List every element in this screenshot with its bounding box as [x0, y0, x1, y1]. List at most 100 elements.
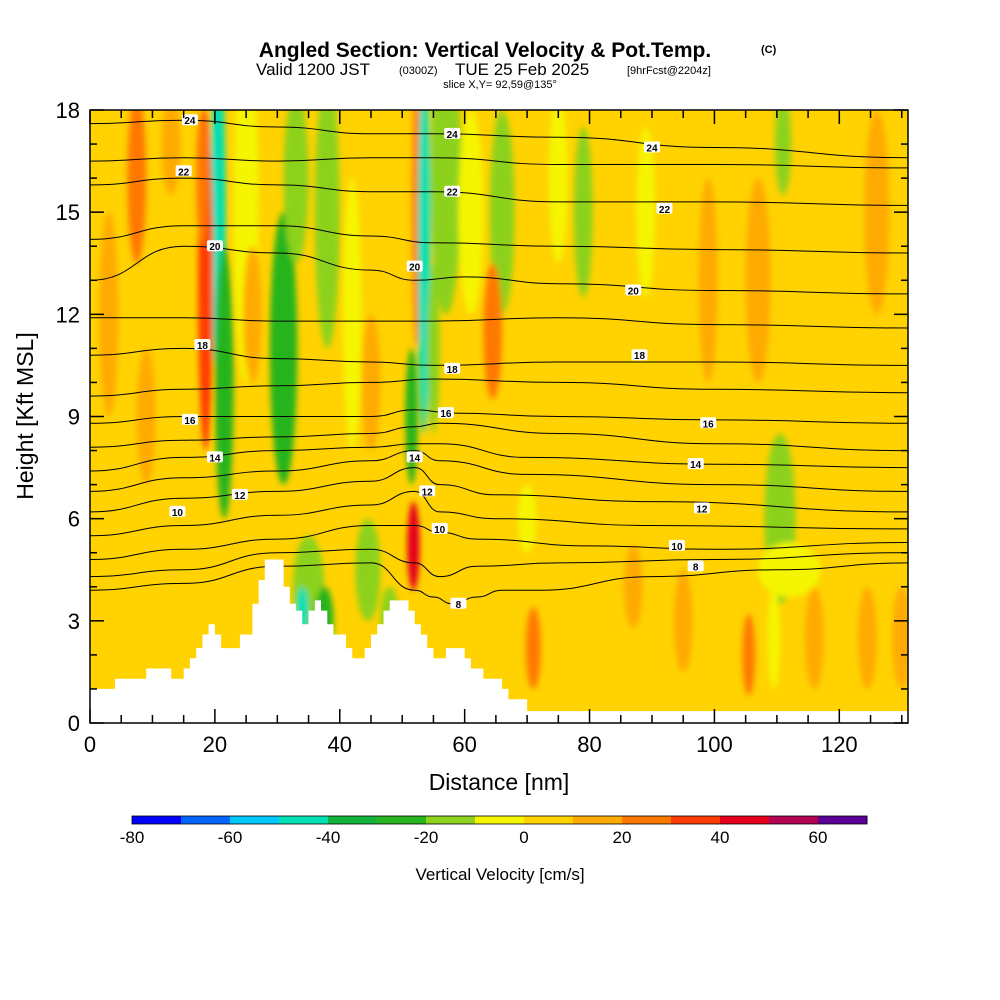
velocity-cell [355, 518, 381, 621]
contour-label-background [700, 417, 717, 429]
colorbar-tick-label: -20 [414, 828, 439, 847]
contour-label-text: 20 [409, 263, 421, 274]
colorbar-swatch [426, 816, 476, 824]
colorbar-swatch [720, 816, 770, 824]
contour-label: 14 [206, 451, 223, 464]
contour-label-background [444, 362, 461, 374]
x-tick-label: 120 [821, 732, 858, 757]
contour-label-text: 14 [409, 453, 421, 464]
velocity-cell [673, 569, 693, 672]
contour-label: 20 [625, 284, 642, 297]
contour-label: 8 [450, 597, 467, 611]
colorbar-swatch [279, 816, 329, 824]
velocity-cell [742, 614, 756, 696]
velocity-cell [342, 178, 362, 451]
colorbar-title: Vertical Velocity [cm/s] [415, 865, 584, 884]
contour-label-background [231, 488, 248, 500]
colorbar-tick-label: 60 [809, 828, 828, 847]
colorbar-tick-label: 40 [711, 828, 730, 847]
contour-label-background [625, 284, 642, 296]
isentrope-line [90, 548, 908, 578]
colorbar-tick-label: -40 [316, 828, 341, 847]
velocity-cell [127, 110, 147, 264]
velocity-cell [99, 212, 119, 417]
colorbar-swatch [377, 816, 427, 824]
velocity-cell [573, 127, 593, 298]
contour-label: 12 [419, 485, 436, 498]
contour-label-text: 10 [172, 508, 184, 519]
contour-labels: 8 8 10 10 10 12 12 12 14 14 14 16 16 16 18 18 18 20 20 20 22… [169, 114, 717, 611]
x-tick-label: 20 [203, 732, 227, 757]
contour-label-text: 18 [634, 351, 646, 362]
colorbar-tick-label: 20 [613, 828, 632, 847]
contour-label: 10 [431, 522, 448, 536]
contour-label-text: 20 [628, 286, 640, 297]
velocity-cell [427, 263, 440, 434]
x-tick-label: 100 [696, 732, 733, 757]
contour-label: 20 [206, 240, 223, 253]
y-tick-label: 0 [68, 711, 80, 736]
contour-label-background [437, 407, 454, 419]
y-axis-label: Height [Kft MSL] [12, 332, 38, 499]
chart-title: Angled Section: Vertical Velocity & Pot.… [259, 39, 711, 62]
colorbar-swatch [181, 816, 231, 824]
contour-label-text: 24 [646, 143, 658, 154]
isentrope-line [90, 450, 908, 492]
velocity-cell [458, 110, 484, 315]
colorbar-tick-labels: -80 -60 -40 -20 0 20 40 60 [120, 828, 828, 847]
velocity-cell [314, 110, 340, 349]
contour-label: 24 [643, 141, 660, 154]
forecast-label: [9hrFcst@2204z] [627, 65, 711, 77]
contour-label: 22 [444, 185, 461, 199]
velocity-cell [623, 545, 643, 628]
contour-label: 24 [444, 127, 461, 141]
velocity-cell [804, 586, 824, 689]
velocity-cell [774, 110, 792, 196]
isentrope-line [90, 422, 908, 452]
colorbar-swatch [328, 816, 378, 824]
plot-area: 8 8 10 10 10 12 12 12 14 14 14 16 16 16 18 18 18 20 20 20 22… [90, 110, 908, 723]
contour-label-background [687, 560, 704, 572]
contour-label-text: 24 [447, 130, 459, 141]
isentrope-line [90, 119, 908, 159]
velocity-cell [892, 586, 908, 689]
velocity-cell [767, 586, 780, 689]
isentrope-line [90, 317, 908, 329]
isentrope-line [90, 225, 908, 254]
contour-label: 16 [700, 417, 717, 430]
contour-label-text: 12 [696, 504, 708, 515]
colorbar-swatch [475, 816, 525, 824]
contour-label-background [406, 451, 423, 463]
contour-label-text: 16 [440, 409, 452, 420]
contour-label-text: 12 [234, 491, 246, 502]
velocity-cell [745, 178, 771, 383]
y-tick-label: 18 [56, 98, 80, 123]
colorbar-swatch [769, 816, 819, 824]
contour-label-text: 10 [671, 542, 683, 553]
x-tick-labels: 0 20 40 60 80 100 120 [84, 732, 858, 757]
contour-label: 10 [668, 539, 685, 553]
valid-zulu: (0300Z) [399, 65, 438, 77]
contour-label-background [631, 349, 648, 361]
colorbar-swatch [671, 816, 721, 824]
contour-label-text: 8 [693, 562, 699, 573]
contour-label-text: 16 [703, 419, 715, 430]
contour-label: 14 [406, 451, 423, 464]
contour-label-text: 22 [659, 205, 671, 216]
contour-label-background [693, 502, 710, 514]
isentrope-line [90, 177, 908, 206]
colorbar-swatch [132, 816, 182, 824]
contour-label: 12 [693, 502, 710, 515]
contour-label-background [668, 539, 685, 551]
velocity-cell [214, 246, 234, 519]
contour-label-background [206, 451, 223, 463]
x-axis-label: Distance [nm] [429, 769, 570, 795]
contour-label: 12 [231, 488, 248, 502]
contour-label: 18 [631, 349, 648, 362]
velocity-cell [136, 348, 156, 485]
contour-label-text: 20 [209, 242, 221, 253]
velocity-cell [698, 178, 718, 383]
velocity-cell [430, 110, 462, 315]
contour-label-text: 16 [184, 416, 196, 427]
